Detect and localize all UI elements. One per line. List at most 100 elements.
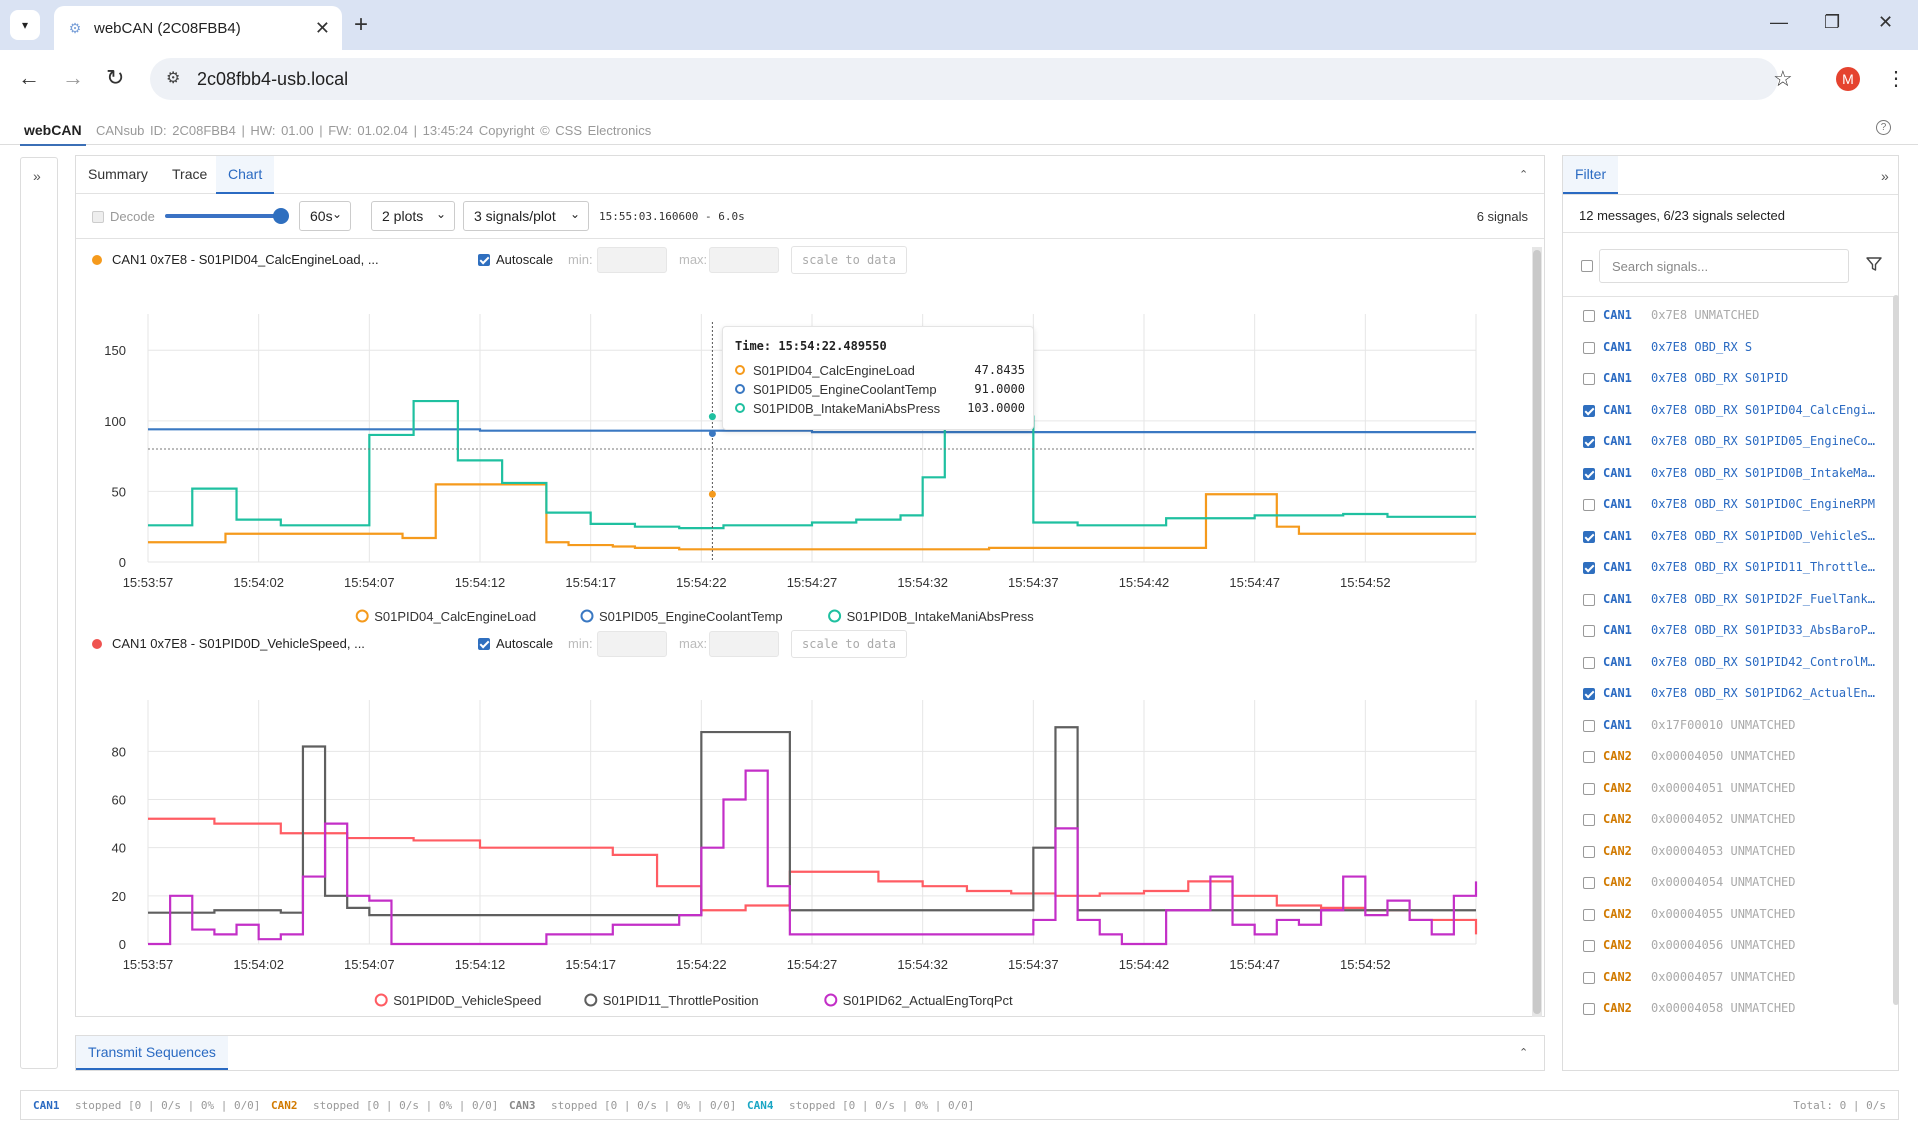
site-info-icon[interactable]: ⚙: [166, 70, 181, 87]
signal-bus: CAN1: [1603, 308, 1632, 322]
plot2-max-input[interactable]: [709, 631, 779, 657]
signal-checkbox[interactable]: [1583, 940, 1595, 952]
minimize-icon[interactable]: —: [1770, 12, 1788, 32]
device-info: CANsub ID: 2C08FBB4 | HW: 01.00 | FW: 01…: [96, 123, 652, 138]
plot2-min-input[interactable]: [597, 631, 667, 657]
signal-checkbox[interactable]: [1583, 971, 1595, 984]
signal-checkbox[interactable]: [1583, 751, 1595, 763]
plot1-min-input[interactable]: [597, 247, 667, 273]
window-slider-track[interactable]: [165, 214, 285, 218]
status-channel-text: stopped [0 | 0/s | 0% | 0/0]: [313, 1099, 499, 1112]
back-arrow-icon[interactable]: ←: [18, 65, 40, 90]
plot2-scale-to-data-button[interactable]: scale to data: [791, 630, 907, 658]
filter-funnel-icon[interactable]: [1866, 256, 1882, 272]
tab-close-icon[interactable]: ✕: [314, 17, 330, 38]
tab-filter[interactable]: Filter: [1563, 156, 1619, 194]
bookmark-star-icon[interactable]: ☆: [1773, 66, 1793, 91]
tab-summary[interactable]: Summary: [88, 166, 148, 182]
reload-icon[interactable]: ↻: [106, 65, 125, 90]
plot1-title[interactable]: CAN1 0x7E8 - S01PID04_CalcEngineLoad, ..…: [112, 252, 379, 267]
signal-bus: CAN2: [1603, 938, 1632, 952]
plot2-autoscale-checkbox[interactable]: [478, 638, 490, 650]
plot1-max-input[interactable]: [709, 247, 779, 273]
chart-plot-2[interactable]: 15:53:57 15:54:02 15:54:07 15:54:12 15:54:17…: [76, 676, 1514, 1016]
address-bar[interactable]: [150, 58, 1778, 100]
signal-checkbox[interactable]: [1583, 719, 1595, 732]
legend-marker: [824, 993, 838, 1007]
y-tick-label: 150: [104, 343, 126, 358]
signal-checkbox[interactable]: [1583, 310, 1595, 322]
signal-checkbox[interactable]: [1583, 782, 1595, 795]
signal-checkbox[interactable]: [1583, 1003, 1595, 1015]
window-slider-thumb[interactable]: [273, 208, 289, 224]
forward-arrow-icon[interactable]: →: [62, 65, 84, 90]
legend-label: S01PID0B_IntakeManiAbsPress: [847, 609, 1035, 624]
search-signals-input[interactable]: Search signals...: [1599, 249, 1849, 283]
plot2-title[interactable]: CAN1 0x7E8 - S01PID0D_VehicleSpeed, ...: [112, 636, 365, 651]
filter-tab-divider: [1563, 194, 1898, 195]
tooltip-series-value: 47.8435: [974, 363, 1025, 377]
decode-checkbox[interactable]: [92, 211, 104, 223]
plot1-autoscale-checkbox[interactable]: [478, 254, 490, 266]
x-tick-label: 15:54:22: [676, 957, 727, 972]
search-placeholder: Search signals...: [1612, 259, 1709, 274]
signal-checkbox[interactable]: [1583, 467, 1595, 480]
collapse-filter-icon[interactable]: »: [1881, 168, 1889, 184]
signal-checkbox[interactable]: [1583, 530, 1595, 543]
tab-trace[interactable]: Trace: [172, 166, 208, 182]
filter-summary-divider: [1563, 232, 1898, 233]
chevron-down-icon: ⌄: [435, 207, 446, 221]
tab-transmit-sequences[interactable]: Transmit Sequences: [76, 1036, 228, 1070]
signal-checkbox[interactable]: [1583, 814, 1595, 826]
signal-checkbox[interactable]: [1583, 436, 1595, 448]
tab-search-chevron-icon[interactable]: ▾: [10, 10, 40, 40]
chart-plot-1[interactable]: 15:53:57 15:54:02 15:54:07 15:54:12 15:54:17…: [76, 290, 1514, 628]
signal-checkbox[interactable]: [1583, 373, 1595, 385]
signal-bus: CAN2: [1603, 969, 1632, 984]
signal-checkbox[interactable]: [1583, 877, 1595, 889]
expand-left-icon[interactable]: »: [33, 168, 41, 184]
signal-checkbox[interactable]: [1583, 593, 1595, 606]
signal-checkbox[interactable]: [1583, 341, 1595, 354]
browser-menu-icon[interactable]: ⋮: [1886, 68, 1906, 90]
plot1-scale-to-data-button[interactable]: scale to data: [791, 246, 907, 274]
browser-tab[interactable]: ⚙ webCAN (2C08FBB4) ✕: [54, 6, 342, 50]
plots-select[interactable]: 2 plots ⌄: [371, 201, 455, 231]
signal-bus: CAN2: [1603, 749, 1632, 763]
profile-avatar[interactable]: M: [1836, 67, 1860, 91]
series-line: [148, 428, 1476, 434]
restore-icon[interactable]: ❐: [1824, 12, 1841, 32]
y-tick-label: 80: [112, 744, 126, 759]
window-select[interactable]: 60s ⌄: [299, 201, 351, 231]
help-icon[interactable]: ?: [1876, 120, 1891, 135]
signal-checkbox[interactable]: [1583, 625, 1595, 637]
signal-checkbox[interactable]: [1583, 908, 1595, 921]
tooltip-series-name: S01PID04_CalcEngineLoad: [753, 363, 915, 378]
window-close-icon[interactable]: ✕: [1878, 12, 1894, 32]
y-tick-label: 0: [119, 555, 126, 570]
signals-per-plot-select[interactable]: 3 signals/plot ⌄: [463, 201, 589, 231]
signal-checkbox[interactable]: [1583, 688, 1595, 700]
signal-checkbox[interactable]: [1583, 656, 1595, 669]
plot2-autoscale-label: Autoscale: [496, 636, 554, 651]
tab-chart[interactable]: Chart: [216, 156, 275, 194]
filter-scrollbar[interactable]: [1893, 295, 1899, 1005]
new-tab-icon[interactable]: +: [354, 11, 369, 38]
collapse-transmit-icon[interactable]: ⌃: [1519, 1047, 1529, 1059]
chart-controls: Decode 60s ⌄ 2 plots ⌄ 3 signals/plot ⌄ …: [76, 194, 1544, 239]
collapse-main-icon[interactable]: ⌃: [1519, 169, 1529, 181]
x-tick-label: 15:54:42: [1119, 575, 1170, 590]
address-url[interactable]: 2c08fbb4-usb.local: [197, 69, 349, 89]
signal-label: 0x00004053 UNMATCHED: [1651, 843, 1796, 858]
signal-checkbox[interactable]: [1583, 499, 1595, 511]
signal-checkbox[interactable]: [1583, 404, 1595, 417]
plot2-color-dot: [92, 639, 102, 649]
select-all-checkbox[interactable]: [1581, 260, 1593, 272]
signal-checkbox[interactable]: [1583, 562, 1595, 574]
x-tick-label: 15:54:47: [1229, 957, 1280, 972]
chart-scrollbar-thumb[interactable]: [1533, 250, 1541, 1014]
signal-checkbox[interactable]: [1583, 845, 1595, 858]
tooltip-series-marker: [735, 365, 745, 375]
legend-marker: [374, 993, 388, 1007]
signal-label: 0x17F00010 UNMATCHED: [1651, 717, 1796, 732]
